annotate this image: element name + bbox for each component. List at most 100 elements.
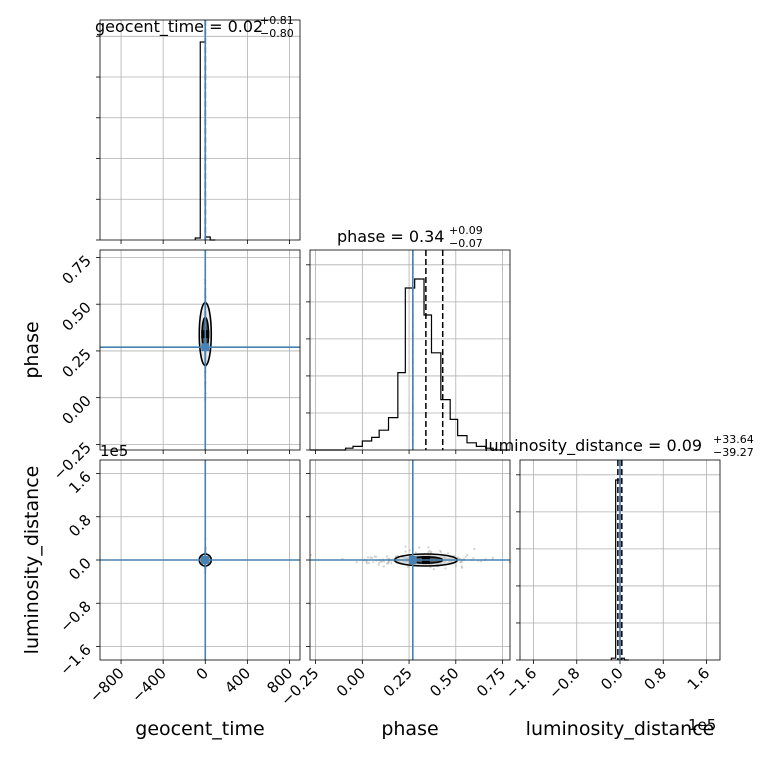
sample-point (369, 556, 372, 559)
grid-phase-hist (310, 250, 510, 450)
sample-point (404, 550, 407, 553)
scatter-phase-vs-geocent-time (100, 250, 300, 450)
sample-point (380, 560, 383, 564)
sample-point (427, 551, 430, 554)
y-axis-label-phase: phase (21, 321, 43, 378)
title-geocent-time: geocent_time = 0.02 (95, 17, 263, 37)
sample-point (464, 555, 467, 558)
y-tick-label-phase-3: 0.50 (58, 298, 94, 334)
y-tick-label-luminosity_distance-1: −0.8 (56, 597, 94, 635)
sample-point (387, 561, 390, 564)
grid-phase-vs-geocent-time (100, 250, 300, 450)
x-tick-label-luminosity_distance-0: −1.6 (502, 664, 540, 702)
sample-point (371, 556, 374, 560)
title-phase-lower: −0.07 (449, 237, 483, 250)
sample-point (430, 550, 433, 554)
sample-point (387, 561, 390, 565)
scatter-ld-vs-geocent-time (100, 460, 300, 660)
scatter-ld-vs-phase (309, 460, 511, 660)
sample-point (460, 560, 463, 564)
panel-phase-hist: phase = 0.34 +0.09 −0.07 (309, 224, 511, 451)
sample-point (473, 547, 476, 551)
x-tick-label-luminosity_distance-4: 1.6 (684, 664, 714, 694)
frame-geocent-time-hist (99, 19, 301, 241)
x-axis-label-geocent-time: geocent_time (135, 718, 264, 740)
x-axis-label-luminosity-distance: luminosity_distance (526, 718, 715, 740)
x-tick-label-phase-4: 0.75 (473, 664, 509, 700)
sample-point (407, 566, 410, 569)
sample-point (461, 560, 464, 563)
sample-point (447, 552, 450, 555)
sample-point (457, 556, 460, 559)
title-geocent-time-text: geocent_time = 0.02 (95, 17, 263, 37)
sample-point (459, 561, 462, 564)
panel-luminosity-distance-vs-geocent-time: 1e5 (99, 442, 301, 661)
frame-phase-vs-geocent-time (99, 249, 301, 451)
title-luminosity-distance-text: luminosity_distance = 0.09 (484, 436, 702, 456)
y-tick-label-luminosity_distance-2: 0.0 (65, 554, 95, 584)
panel-geocent-time-hist: geocent_time = 0.02 +0.81 −0.80 (95, 14, 301, 241)
x-tick-label-luminosity_distance-3: 0.8 (640, 664, 670, 694)
sample-point (461, 566, 464, 569)
title-geocent-time-lower: −0.80 (260, 27, 294, 40)
sample-point (428, 549, 431, 552)
sample-point (455, 564, 458, 567)
sample-point (408, 549, 411, 552)
offset-text-luminosity-distance-x: 1e5 (688, 716, 716, 734)
y-tick-label-phase-4: 0.75 (58, 252, 94, 288)
sample-point (427, 546, 430, 549)
sample-point (472, 557, 475, 560)
sample-point (444, 567, 447, 570)
y-tick-label-luminosity_distance-3: 0.8 (65, 511, 95, 541)
y-tick-label-luminosity_distance-0: −1.6 (56, 641, 94, 679)
truth-marker (408, 556, 417, 564)
sample-point (382, 560, 386, 563)
frame-phase-hist (309, 249, 511, 451)
sample-point (460, 565, 463, 568)
y-tick-label-phase-2: 0.25 (58, 345, 94, 381)
x-tick-label-phase-2: 0.25 (380, 664, 416, 700)
offset-text-luminosity-distance-y: 1e5 (100, 442, 128, 460)
sample-point (432, 568, 435, 571)
sample-point (377, 563, 380, 567)
sample-point (366, 556, 369, 559)
y-axis-label-luminosity-distance: luminosity_distance (21, 466, 43, 655)
x-tick-label-phase-1: 0.00 (333, 664, 369, 700)
x-tick-label-geocent_time-3: 400 (221, 664, 254, 697)
sample-point (466, 553, 469, 557)
title-phase-upper: +0.09 (449, 224, 483, 237)
x-tick-label-geocent_time-0: −800 (86, 664, 128, 706)
panel-phase-vs-geocent-time (99, 249, 301, 451)
x-tick-label-luminosity_distance-2: 0.0 (597, 664, 627, 694)
sample-point (439, 549, 442, 552)
ticks: −0.250.000.250.500.75−800 −400 0 400 800−1.6… (50, 35, 714, 709)
sample-point (414, 551, 417, 554)
hist-luminosity-distance (610, 460, 629, 661)
panel-luminosity-distance-vs-phase (309, 459, 511, 661)
sample-point (365, 560, 368, 564)
hist-geocent-time (194, 20, 216, 241)
hist-step-phase (310, 278, 510, 451)
sample-point (439, 551, 442, 554)
truth-marker (201, 343, 210, 352)
sample-point (385, 555, 389, 558)
sample-point (366, 562, 369, 565)
sample-point (355, 561, 358, 564)
title-phase-text: phase = 0.34 (337, 227, 444, 246)
hist-phase (310, 250, 510, 451)
sample-point (382, 565, 385, 568)
sample-point (375, 555, 378, 558)
x-tick-label-geocent_time-2: 0 (193, 664, 212, 683)
title-luminosity-distance: luminosity_distance = 0.09 (484, 436, 702, 456)
sample-point (367, 561, 371, 565)
title-geocent-time-upper: +0.81 (260, 14, 294, 27)
panel-luminosity-distance-hist: luminosity_distance = 0.09 +33.64 −39.27… (484, 433, 754, 734)
x-axis-label-phase: phase (381, 718, 438, 740)
title-luminosity-distance-upper: +33.64 (713, 433, 754, 446)
sample-point (418, 546, 421, 549)
x-tick-label-phase-3: 0.50 (426, 664, 462, 700)
sample-point (390, 562, 393, 565)
sample-point (373, 555, 376, 558)
title-luminosity-distance-lower: −39.27 (713, 446, 754, 459)
